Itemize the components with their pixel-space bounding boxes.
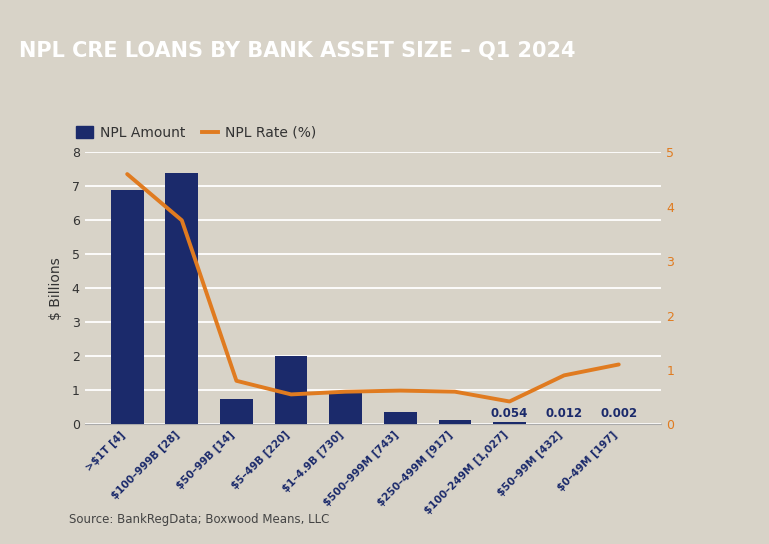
Bar <box>275 356 308 424</box>
Text: Source: BankRegData; Boxwood Means, LLC: Source: BankRegData; Boxwood Means, LLC <box>69 513 330 526</box>
Bar <box>329 392 362 424</box>
Text: 0.002: 0.002 <box>600 407 638 420</box>
Bar <box>220 399 253 424</box>
Bar <box>438 420 471 424</box>
Y-axis label: $ Billions: $ Billions <box>49 257 63 320</box>
Text: NPL CRE LOANS BY BANK ASSET SIZE – Q1 2024: NPL CRE LOANS BY BANK ASSET SIZE – Q1 20… <box>19 41 576 61</box>
Bar <box>384 412 417 424</box>
Legend: NPL Amount, NPL Rate (%): NPL Amount, NPL Rate (%) <box>76 126 317 140</box>
Text: 0.012: 0.012 <box>545 407 583 420</box>
Text: 0.054: 0.054 <box>491 407 528 420</box>
Bar <box>493 423 526 424</box>
Bar <box>111 190 144 424</box>
Bar <box>165 173 198 424</box>
